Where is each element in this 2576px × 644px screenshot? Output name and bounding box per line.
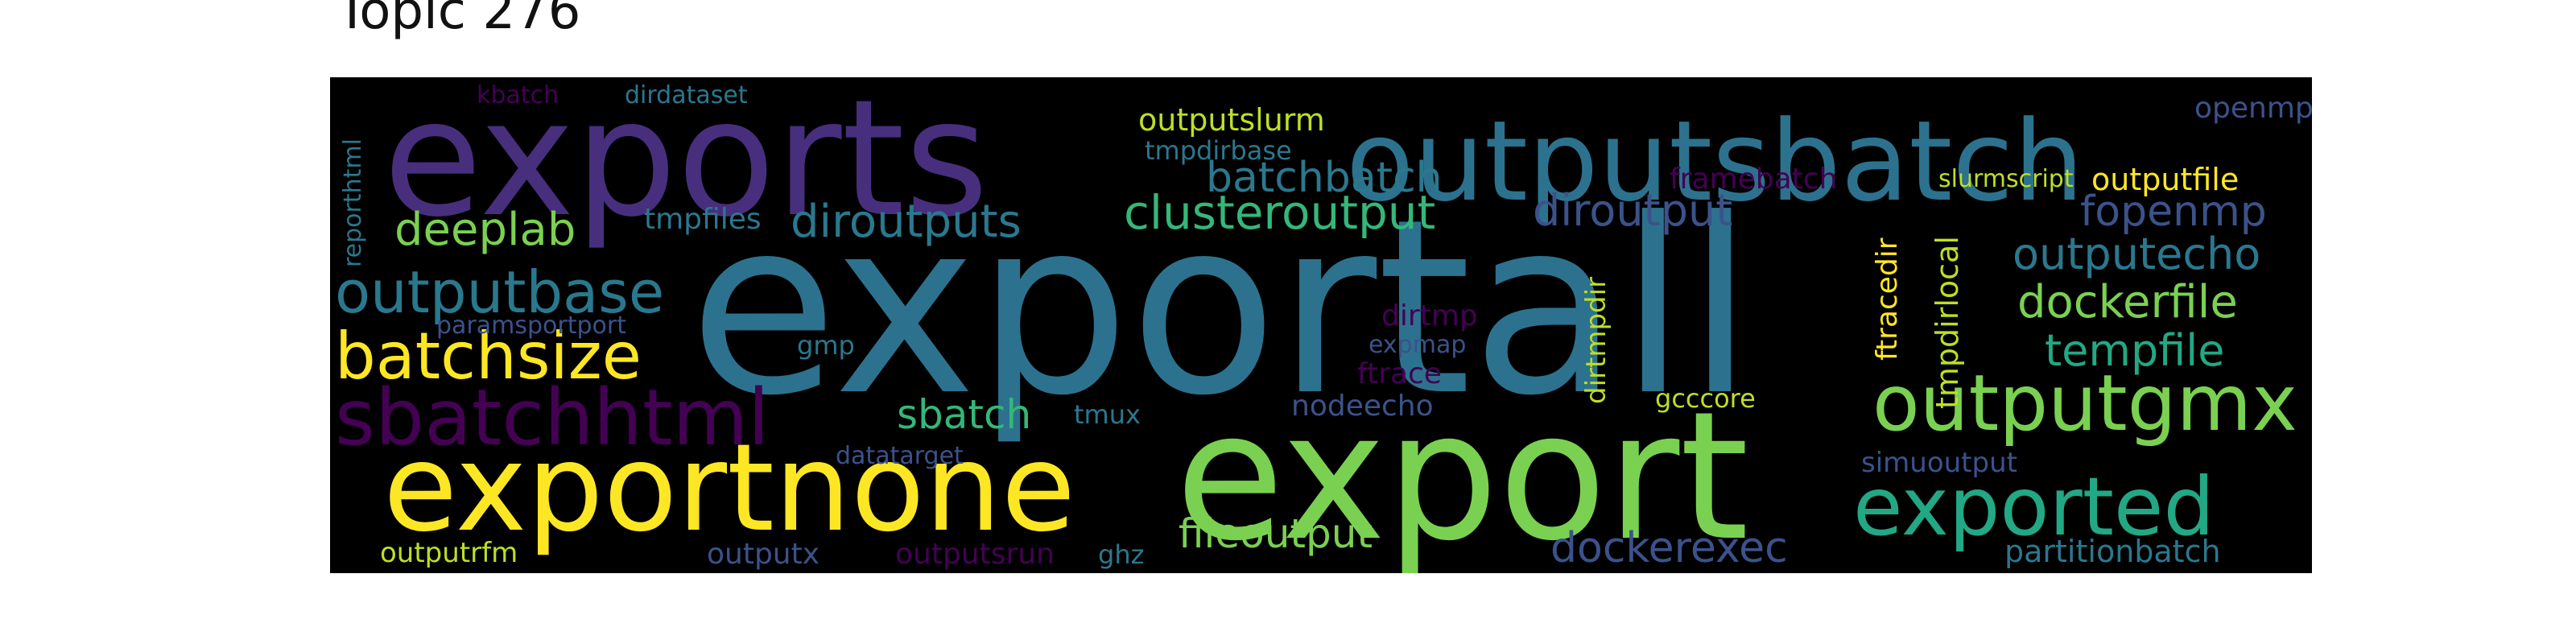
word-outputbase: outputbase bbox=[335, 258, 664, 326]
word-tmpdirlocal: tmpdirlocal bbox=[1930, 236, 1965, 409]
word-diroutputs: diroutputs bbox=[791, 196, 1022, 248]
word-tmpfiles: tmpfiles bbox=[644, 203, 762, 236]
word-batchbatch: batchbatch bbox=[1206, 154, 1443, 202]
word-openmp: openmp bbox=[2194, 92, 2312, 125]
word-datatarget: datatarget bbox=[836, 442, 964, 470]
word-gcccore: gcccore bbox=[1655, 383, 1756, 414]
word-outputx: outputx bbox=[707, 538, 819, 571]
page-title: Topic 276 bbox=[336, 0, 581, 41]
word-dockerfile: dockerfile bbox=[2017, 276, 2238, 328]
word-tempfile: tempfile bbox=[2045, 325, 2225, 376]
word-sbatch: sbatch bbox=[897, 391, 1031, 438]
word-framebatch: framebatch bbox=[1670, 163, 1837, 196]
word-outputsbatch: outputsbatch bbox=[1346, 97, 2084, 226]
word-dockerexec: dockerexec bbox=[1550, 524, 1788, 572]
word-export: export bbox=[1175, 374, 1749, 573]
word-clusteroutput: clusteroutput bbox=[1124, 185, 1435, 240]
word-diroutput: diroutput bbox=[1533, 185, 1732, 236]
word-exportall: exportall bbox=[689, 167, 1753, 448]
word-ftrace: ftrace bbox=[1357, 357, 1442, 390]
word-nodeecho: nodeecho bbox=[1291, 390, 1434, 423]
word-partitionbatch: partitionbatch bbox=[2004, 534, 2221, 569]
word-dirtmpdir: dirtmpdir bbox=[1580, 277, 1612, 404]
word-outputecho: outputecho bbox=[2013, 229, 2260, 279]
word-tmux: tmux bbox=[1074, 399, 1141, 430]
word-outputgmx: outputgmx bbox=[1872, 358, 2297, 448]
word-exported: exported bbox=[1853, 460, 2215, 554]
word-fileoutput: fileoutput bbox=[1179, 510, 1373, 557]
word-simuoutput: simuoutput bbox=[1861, 447, 2017, 479]
word-expmap: expmap bbox=[1368, 331, 1466, 359]
word-reporthtml: reporthtml bbox=[339, 138, 367, 267]
word-exports: exports bbox=[383, 77, 989, 253]
word-tmpdirbase: tmpdirbase bbox=[1145, 135, 1292, 166]
word-batchsize: batchsize bbox=[335, 319, 642, 394]
word-outputsrun: outputsrun bbox=[895, 538, 1055, 571]
word-dirtmp: dirtmp bbox=[1381, 299, 1478, 332]
word-paramsportport: paramsportport bbox=[436, 312, 626, 340]
word-slurmscript: slurmscript bbox=[1938, 165, 2074, 193]
word-ghz: ghz bbox=[1098, 539, 1144, 570]
word-outputfile: outputfile bbox=[2091, 162, 2239, 197]
word-sbatchhtml: sbatchhtml bbox=[335, 373, 770, 463]
word-dirdataset: dirdataset bbox=[625, 81, 748, 109]
word-outputrfm: outputrfm bbox=[380, 537, 518, 569]
word-outputslurm: outputslurm bbox=[1138, 102, 1325, 138]
word-ftracedir: ftracedir bbox=[1871, 237, 1904, 361]
word-kbatch: kbatch bbox=[477, 81, 559, 109]
word-exportnone: exportnone bbox=[383, 419, 1075, 559]
word-gmp: gmp bbox=[797, 330, 855, 361]
word-deeplab: deeplab bbox=[394, 204, 576, 256]
word-cloud: exportall export exports exportnone outputsb… bbox=[330, 77, 2312, 573]
word-fopenmp: fopenmp bbox=[2080, 188, 2267, 236]
